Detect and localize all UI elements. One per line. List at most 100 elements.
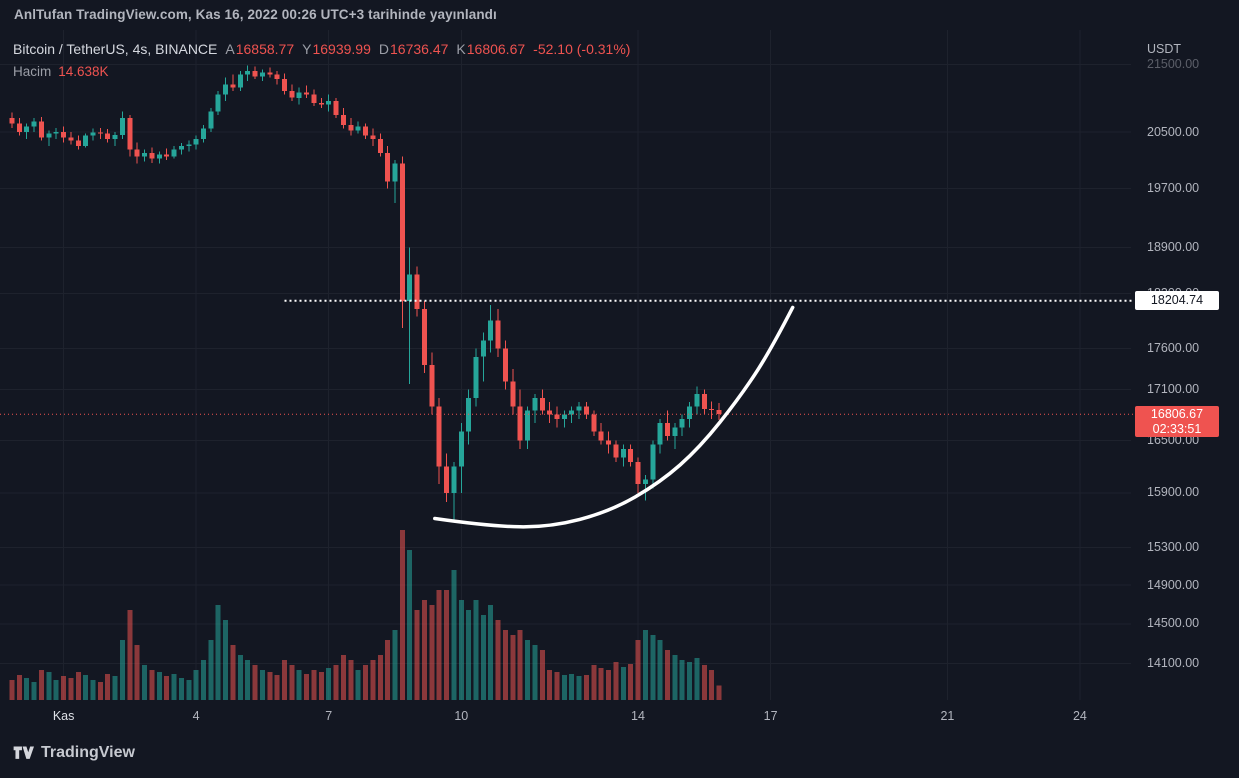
candle-body xyxy=(289,91,295,98)
ohlc-high-value: 16939.99 xyxy=(312,41,371,57)
volume-bar xyxy=(230,645,236,700)
volume-bar xyxy=(282,660,287,700)
volume-bar xyxy=(245,660,251,700)
candle-body xyxy=(16,123,22,132)
volume-bar xyxy=(127,610,133,700)
volume-bar xyxy=(31,682,37,700)
volume-bar xyxy=(304,674,310,700)
volume-bar xyxy=(569,674,575,700)
rounded-bottom-arc[interactable] xyxy=(433,305,795,529)
price-tick-label: 14900.00 xyxy=(1147,577,1200,592)
tradingview-brand-text: TradingView xyxy=(41,744,135,761)
volume-bar xyxy=(97,682,103,700)
candle-body xyxy=(532,397,538,411)
bar-countdown: 02:33:51 xyxy=(1152,422,1202,437)
candle-body xyxy=(517,406,523,441)
volume-bar xyxy=(488,605,494,700)
candle-body xyxy=(340,114,346,126)
symbol-title[interactable]: Bitcoin / TetherUS, 4s, BINANCE xyxy=(13,41,218,57)
publish-text: AnlTufan TradingView.com, Kas 16, 2022 0… xyxy=(14,7,497,22)
time-tick-label: 17 xyxy=(763,709,778,723)
candle-body xyxy=(701,393,707,409)
volume-bar xyxy=(547,670,553,700)
time-tick-label: Kas xyxy=(52,709,75,723)
volume-bar xyxy=(436,590,442,700)
candle-body xyxy=(9,118,15,124)
time-tick-label: 10 xyxy=(454,709,469,723)
price-scale[interactable]: USDT 21500.0020500.0019700.0018900.00183… xyxy=(1131,30,1239,701)
volume-bar xyxy=(672,655,678,700)
ohlc-change-value: -52.10 (-0.31%) xyxy=(533,41,631,57)
candle-body xyxy=(68,137,74,141)
target-price-value: 18204.74 xyxy=(1150,293,1204,308)
volume-value: 14.638K xyxy=(58,64,109,79)
candle-body xyxy=(120,118,125,135)
last-price-value: 16806.67 xyxy=(1150,407,1204,422)
price-tick-label: 19700.00 xyxy=(1147,181,1200,196)
volume-bar xyxy=(620,667,626,700)
volume-bar xyxy=(539,650,545,700)
volume-bar xyxy=(9,680,15,700)
candle-body xyxy=(230,84,236,88)
time-scale[interactable]: Kas 4 7 10 14 17 21 24 xyxy=(0,700,1131,736)
candle-body xyxy=(665,423,670,436)
candle-body xyxy=(635,462,641,484)
candle-body xyxy=(355,126,361,131)
candle-body xyxy=(201,128,206,139)
candle-body xyxy=(83,135,89,146)
price-tick-label: 14500.00 xyxy=(1147,616,1200,631)
candle-body xyxy=(215,94,221,112)
candle-body xyxy=(186,144,192,146)
chart-legend: Bitcoin / TetherUS, 4s, BINANCE A16858.77… xyxy=(13,41,630,79)
volume-bar xyxy=(75,672,81,700)
volume-bar xyxy=(156,672,162,700)
volume-bar xyxy=(61,676,67,700)
price-tick-label: 17600.00 xyxy=(1147,341,1200,356)
ohlc-high-label: Y xyxy=(302,41,312,57)
candle-body xyxy=(547,410,553,415)
publish-info: AnlTufan TradingView.com, Kas 16, 2022 0… xyxy=(14,7,497,22)
time-tick-label: 4 xyxy=(192,709,200,723)
candle-body xyxy=(370,135,376,139)
volume-bar xyxy=(259,670,265,700)
candle-body xyxy=(282,79,287,92)
volume-bar xyxy=(171,674,177,700)
tradingview-home-link[interactable]: TradingView xyxy=(13,744,135,762)
candle-body xyxy=(142,152,148,157)
candle-body xyxy=(480,340,486,357)
candle-body xyxy=(503,348,508,382)
volume-bar xyxy=(598,668,604,700)
time-tick-label: 14 xyxy=(631,709,645,723)
volume-label[interactable]: Hacim xyxy=(13,64,52,79)
candle-body xyxy=(363,126,368,136)
volume-bar xyxy=(444,590,449,700)
volume-bar xyxy=(208,640,214,700)
candle-body xyxy=(414,274,420,309)
volume-bar xyxy=(16,675,22,700)
volume-bar xyxy=(716,685,722,700)
volume-bar xyxy=(370,660,376,700)
candle-body xyxy=(75,140,81,146)
volume-bar xyxy=(193,670,199,700)
volume-bar xyxy=(517,630,523,700)
volume-bar xyxy=(679,660,685,700)
tradingview-logo-icon xyxy=(13,745,34,761)
volume-bar xyxy=(576,676,582,700)
volume-bar xyxy=(340,655,346,700)
volume-bar xyxy=(318,672,324,700)
candle-body xyxy=(46,133,52,138)
candle-body xyxy=(274,74,280,79)
volume-bar xyxy=(642,630,648,700)
volume-bar xyxy=(105,674,111,700)
volume-bar xyxy=(421,600,427,700)
candle-body xyxy=(620,449,626,458)
volume-bar xyxy=(164,676,170,700)
volume-bar xyxy=(407,550,413,700)
candle-body xyxy=(495,320,501,349)
volume-bar xyxy=(142,665,148,700)
candle-body xyxy=(694,393,700,407)
candle-body xyxy=(326,101,332,105)
